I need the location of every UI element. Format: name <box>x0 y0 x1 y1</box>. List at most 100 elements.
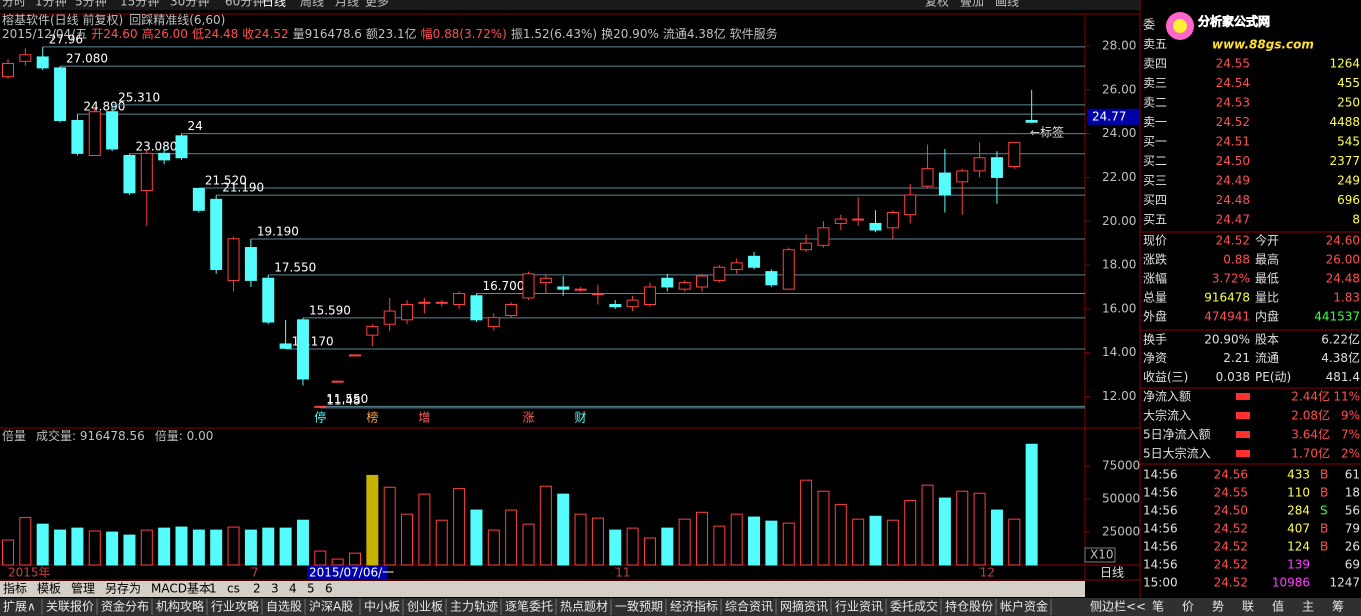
level-label: 21.520 <box>205 173 247 187</box>
nav-tab[interactable]: 持仓股份 <box>945 599 993 614</box>
nav-tab[interactable]: 主力轨迹 <box>450 600 498 614</box>
toolbar-item[interactable]: 月线 <box>335 0 359 9</box>
tab[interactable]: 指标 <box>3 581 27 596</box>
tick-volume: 110 <box>1287 486 1310 500</box>
tab[interactable]: 3 <box>271 582 279 596</box>
tick-time: 15:00 <box>1143 576 1178 590</box>
volume-bar <box>192 529 205 566</box>
toolbar-item[interactable]: 分时 <box>2 0 26 9</box>
info-item: 流通4.38亿 <box>663 26 726 41</box>
nav-tab[interactable]: 扩展∧ <box>3 600 36 614</box>
level-label: 24.890 <box>83 100 125 114</box>
toolbar-item[interactable]: 更多 <box>365 0 389 9</box>
event-marker: 财 <box>575 411 587 425</box>
sidebar-tab[interactable]: 筹 <box>1332 600 1344 614</box>
toolbar-item[interactable]: 画线 <box>995 0 1019 9</box>
nav-tab[interactable]: 行业攻略 <box>211 599 259 614</box>
toolbar-item[interactable]: 周线 <box>300 0 324 9</box>
tab[interactable]: 另存为 <box>105 582 141 596</box>
nav-tab[interactable]: 创业板 <box>407 600 443 614</box>
nav-tab[interactable]: 网摘资讯 <box>780 599 828 614</box>
toolbar-item[interactable]: 30分钟 <box>170 0 209 9</box>
toolbar-item[interactable]: 复权 <box>925 0 949 9</box>
nav-tab[interactable]: 委托成交 <box>890 599 938 614</box>
toolbar-item[interactable]: 1分钟 <box>35 0 67 9</box>
book-volume: 696 <box>1337 193 1360 207</box>
flow-amount: 3.64亿 <box>1291 427 1330 442</box>
quote-value: 24.48 <box>1326 272 1360 286</box>
x-tick-label: 11 <box>615 566 630 580</box>
volume-bar <box>990 509 1003 566</box>
nav-tab[interactable]: 中小板 <box>364 599 400 614</box>
info-item: 换20.90% <box>601 27 659 41</box>
nav-tab[interactable]: 综合资讯 <box>725 599 773 614</box>
nav-tab[interactable]: 自选股 <box>266 600 302 614</box>
candle-body <box>435 301 448 304</box>
candle-body <box>279 343 292 349</box>
book-label: 买四 <box>1143 193 1167 207</box>
tab[interactable]: 6 <box>325 582 333 596</box>
tab[interactable]: MACD基本 <box>151 582 211 596</box>
book-volume: 545 <box>1337 135 1360 149</box>
toolbar-item[interactable]: 叠加 <box>960 0 984 9</box>
sidebar-tab[interactable]: 值 <box>1272 599 1284 614</box>
y-tick-label: 20.00 <box>1102 214 1136 228</box>
sidebar-tab[interactable]: 主 <box>1302 600 1314 614</box>
candle-body <box>487 317 500 327</box>
nav-tab[interactable]: 经济指标 <box>670 599 718 614</box>
volume-bar <box>817 490 830 566</box>
nav-tab[interactable]: 机构攻略 <box>156 599 204 614</box>
book-label: 卖二 <box>1143 96 1167 110</box>
volume-bar <box>730 513 743 566</box>
toolbar-item[interactable]: 日线 <box>262 0 286 9</box>
info-item: 低24.48 <box>192 27 238 41</box>
tick-time: 14:56 <box>1143 558 1178 572</box>
volume-bar <box>470 509 483 566</box>
nav-tab[interactable]: 资金分布 <box>101 599 149 614</box>
nav-tab[interactable]: 帐户资金 <box>1000 599 1048 614</box>
volume-bar <box>435 519 448 566</box>
sidebar-tab[interactable]: 价 <box>1182 600 1194 614</box>
tab[interactable]: 1 <box>209 582 217 596</box>
quote-value: 0.88 <box>1223 253 1250 267</box>
volume-bar <box>696 511 708 566</box>
tab[interactable]: 管理 <box>71 581 95 596</box>
nav-tab[interactable]: 一致预期 <box>615 600 663 614</box>
tab[interactable]: 5 <box>307 582 315 596</box>
volume-bar <box>88 530 101 566</box>
book-label: 买二 <box>1143 154 1167 168</box>
nav-tab[interactable]: 沪深A股 <box>309 600 353 614</box>
toolbar-item[interactable]: 5分钟 <box>75 0 107 9</box>
tab[interactable]: 模板 <box>37 582 61 596</box>
sidebar-tab[interactable]: 侧边栏<< <box>1090 599 1146 614</box>
tab[interactable]: 4 <box>289 582 297 596</box>
sidebar-tab[interactable]: 笔 <box>1152 599 1164 614</box>
nav-tab[interactable]: 热点题材 <box>560 600 608 614</box>
candle-body <box>886 211 899 229</box>
sidebar-tab[interactable]: 联 <box>1242 600 1254 614</box>
chart-header: 榕基软件(日线 前复权) 回踩精准线(6,60) <box>2 12 225 27</box>
quote-value: 3.72% <box>1212 272 1250 286</box>
volume-bar <box>505 509 518 566</box>
logo-icon <box>1173 19 1187 33</box>
volume-bar <box>366 474 379 566</box>
volume-bar <box>19 517 32 566</box>
nav-tab[interactable]: 逐笔委托 <box>505 599 553 614</box>
book-label: 卖一 <box>1143 115 1167 129</box>
tab[interactable]: cs <box>227 582 240 596</box>
tab[interactable]: 2 <box>253 582 261 596</box>
toolbar-item[interactable]: 60分钟 <box>225 0 264 9</box>
y-tick-label: 25000 <box>1102 525 1140 539</box>
sidebar-tab[interactable]: 势 <box>1212 600 1224 614</box>
toolbar-item[interactable]: 15分钟 <box>120 0 159 9</box>
volume-bar <box>210 529 223 566</box>
volume-bar <box>175 526 188 566</box>
candle-body <box>765 271 778 286</box>
volume-bar <box>557 493 570 566</box>
y-tick-label: 24.00 <box>1102 126 1136 140</box>
nav-tab[interactable]: 行业资讯 <box>835 600 883 614</box>
candle-body <box>869 222 882 231</box>
candle-body <box>470 295 483 321</box>
nav-tab[interactable]: 关联报价 <box>46 599 94 614</box>
